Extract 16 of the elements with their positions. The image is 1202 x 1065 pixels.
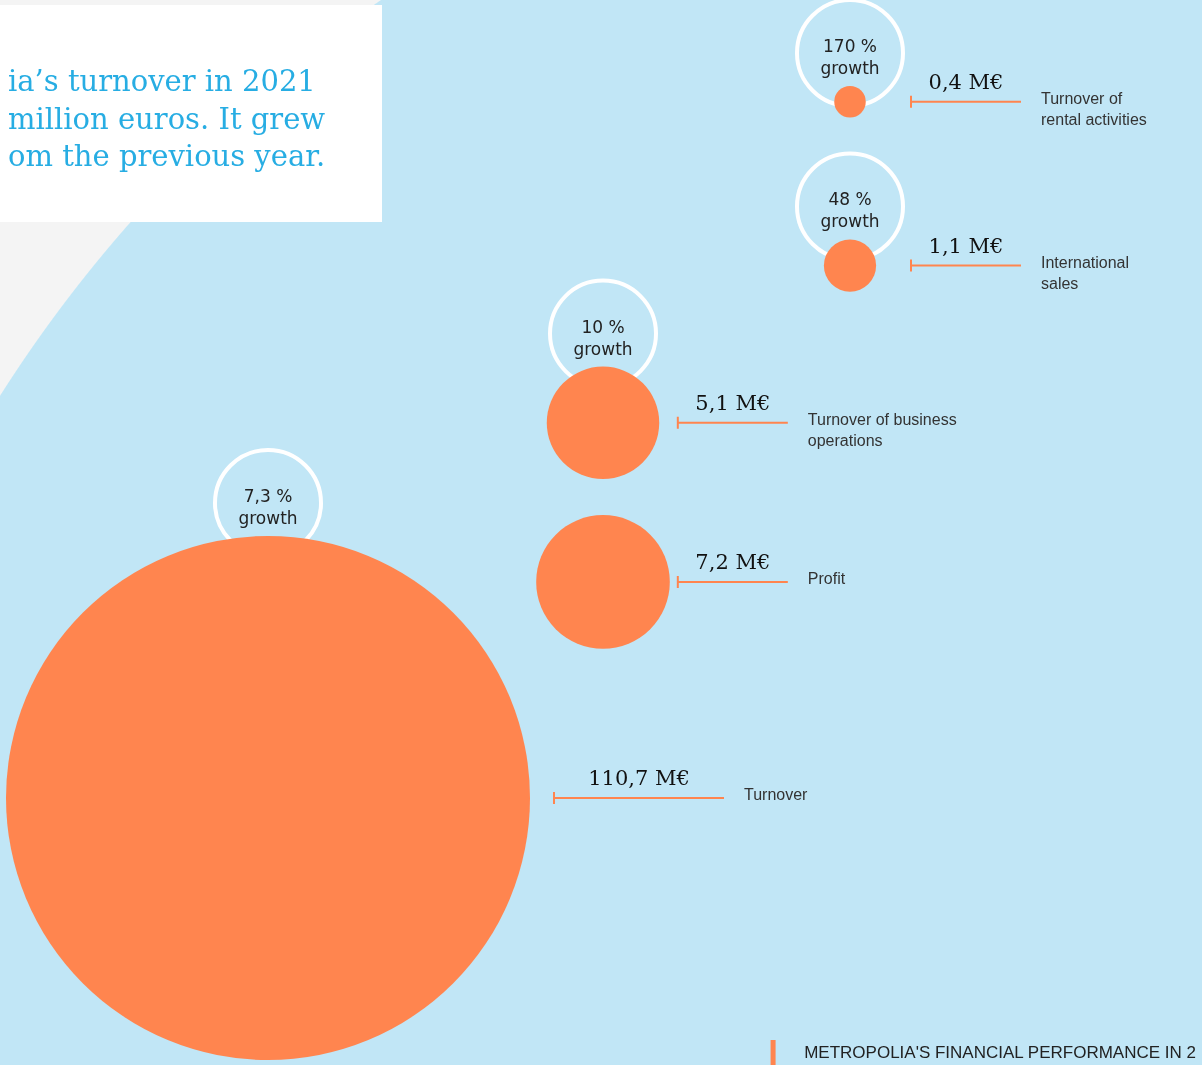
data-label: 1,1 M€ bbox=[928, 233, 1004, 258]
data-label: 5,1 M€ bbox=[695, 390, 771, 415]
data-label: 110,7 M€ bbox=[588, 766, 690, 790]
category-label: Turnover of business operations bbox=[807, 410, 957, 449]
data-label: 48 % growth bbox=[820, 189, 880, 232]
data-label: 7,2 M€ bbox=[695, 549, 771, 574]
category-label: Turnover bbox=[744, 786, 809, 803]
text: METROPOLIA'S FINANCIAL PERFORMANCE IN 2 bbox=[804, 1043, 1196, 1062]
category-label: Profit bbox=[807, 569, 846, 587]
data-label: 0,4 M€ bbox=[928, 69, 1004, 94]
category-label: International sales bbox=[1041, 253, 1130, 292]
text: ia’s turnover in 2021 million euros. It grew om the previous year. bbox=[8, 64, 326, 173]
data-label: 170 % growth bbox=[820, 36, 880, 78]
data-label: 10 % growth bbox=[573, 316, 633, 359]
category-label: Turnover of rental activities bbox=[1041, 89, 1147, 128]
data-label: 7,3 % growth bbox=[238, 486, 298, 528]
